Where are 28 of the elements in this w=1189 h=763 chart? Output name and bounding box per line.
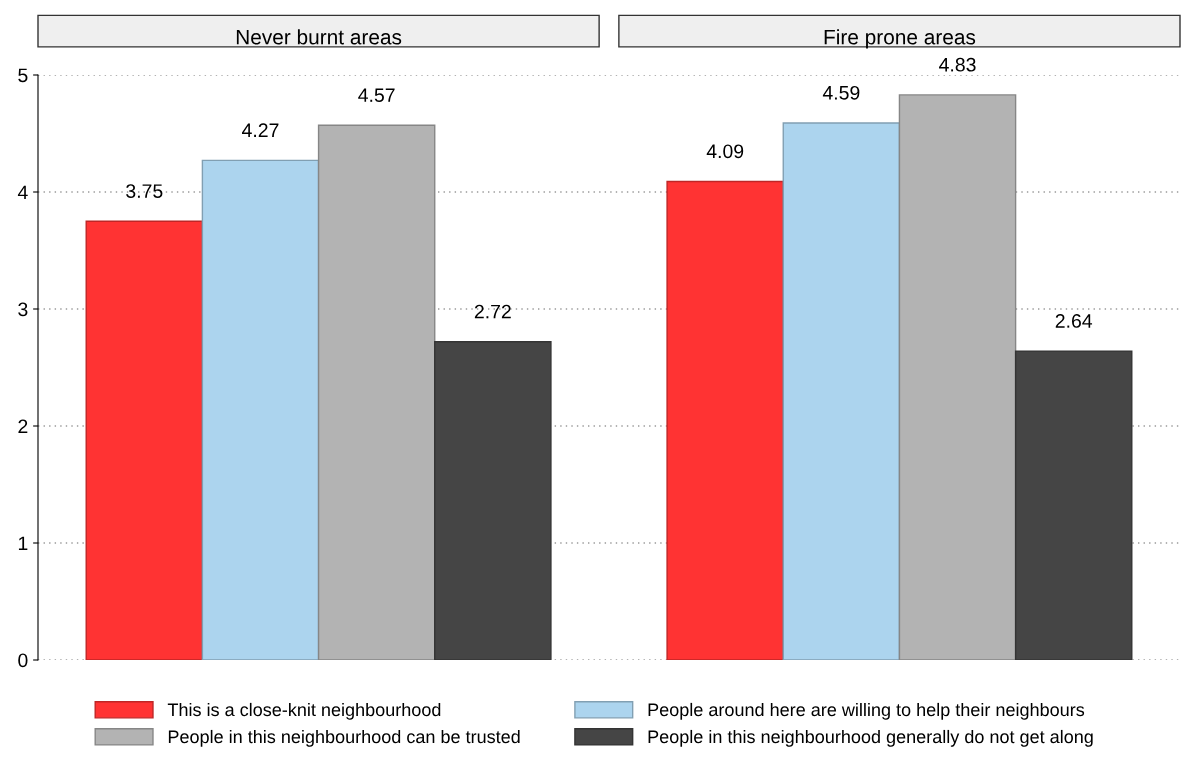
data-label: 4.83 bbox=[939, 57, 976, 72]
data-label: 2.64 bbox=[1055, 314, 1093, 328]
data-label: 2.72 bbox=[474, 304, 511, 319]
y-tick-label: 0 bbox=[18, 653, 28, 668]
bar bbox=[201, 159, 320, 660]
data-label: 4.57 bbox=[358, 88, 395, 103]
x-tick-label: Fire prone areas bbox=[824, 29, 976, 49]
y-tick-label: 1 bbox=[18, 536, 28, 551]
data-label: 4.59 bbox=[822, 85, 860, 100]
legend-label: People in this neighbourhood generally do not get along bbox=[648, 729, 1093, 747]
y-tick-label: 4 bbox=[17, 185, 28, 200]
bar bbox=[317, 124, 436, 660]
bar bbox=[85, 220, 204, 660]
legend-label: People in this neighbourhood can be trusted bbox=[168, 729, 520, 747]
bar bbox=[1014, 350, 1133, 660]
bar bbox=[898, 94, 1017, 660]
bar bbox=[666, 180, 784, 660]
x-tick-label: Never burnt areas bbox=[236, 29, 402, 45]
legend-label: This is a close-knit neighbourhood bbox=[167, 702, 441, 720]
y-tick-label: 3 bbox=[18, 302, 28, 317]
bar bbox=[782, 122, 901, 660]
y-tick-label: 2 bbox=[18, 419, 28, 434]
y-tick-label: 5 bbox=[18, 68, 28, 83]
data-label: 3.75 bbox=[126, 184, 163, 198]
data-label: 4.27 bbox=[242, 123, 279, 137]
bar bbox=[434, 341, 552, 660]
data-label: 4.09 bbox=[706, 144, 744, 159]
legend-label: People around here are willing to help their neighbours bbox=[648, 702, 1085, 720]
